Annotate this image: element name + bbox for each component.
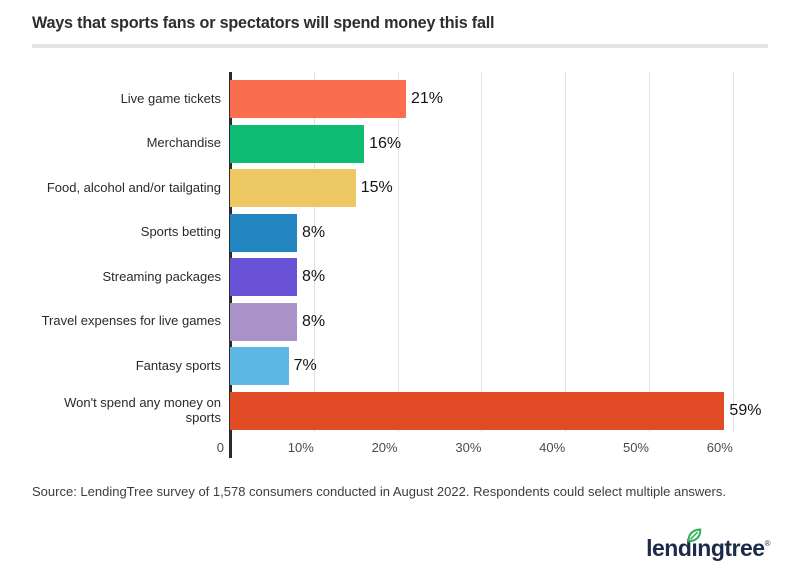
registered-trademark: ®	[764, 539, 771, 548]
x-tick-label: 50%	[622, 440, 649, 455]
plot-cell: 8%	[230, 302, 768, 341]
bar-row: Live game tickets 21%	[32, 80, 768, 118]
gridline	[565, 72, 567, 432]
bar	[230, 391, 725, 430]
bar	[230, 302, 298, 341]
bar-row: Won't spend any money on sports 59%	[32, 391, 768, 430]
x-tick-label: 0	[216, 440, 224, 455]
x-tick-label: 10%	[287, 440, 314, 455]
bar-row: Fantasy sports 7%	[32, 347, 768, 385]
x-tick-label: 40%	[539, 440, 566, 455]
value-label: 21%	[410, 90, 443, 107]
logo-text-lend: lend	[646, 535, 692, 561]
gridline	[732, 72, 734, 432]
bar	[230, 258, 298, 296]
plot-cell: 7%	[230, 347, 768, 385]
category-label: Merchandise	[146, 135, 221, 151]
value-label: 59%	[729, 401, 762, 419]
bar	[230, 124, 365, 163]
value-label: 8%	[302, 312, 326, 330]
logo-letter-i: ı	[687, 528, 702, 562]
gridline	[481, 72, 483, 432]
plot-cell: 59%	[230, 391, 768, 430]
bar	[230, 213, 298, 252]
logo-text-ngtree: ngtree	[697, 535, 765, 561]
bar	[230, 169, 356, 207]
value-label: 8%	[302, 268, 326, 285]
category-label: Live game tickets	[120, 90, 221, 106]
x-axis-ticks: 0 10% 20% 30% 40% 50% 60%	[217, 440, 768, 458]
category-label: Sports betting	[140, 224, 221, 240]
bar-row: Merchandise 16%	[32, 124, 768, 163]
category-label: Streaming packages	[102, 268, 221, 284]
value-label: 8%	[302, 223, 326, 241]
value-label: 7%	[293, 357, 317, 374]
bar-row: Travel expenses for live games 8%	[32, 302, 768, 341]
bar-rows: Live game tickets 21% Merchandise 16% Food, …	[32, 80, 768, 436]
lendingtree-logo: lendı ngtree®	[646, 528, 771, 562]
value-label: 16%	[369, 134, 402, 152]
chart-header: Ways that sports fans or spectators will…	[0, 0, 800, 33]
x-tick-label: 60%	[706, 440, 733, 455]
plot-cell: 16%	[230, 124, 768, 163]
x-tick-label: 20%	[371, 440, 398, 455]
gridline	[397, 72, 399, 432]
bar-chart: Live game tickets 21% Merchandise 16% Food, …	[32, 70, 768, 462]
x-tick-label: 30%	[455, 440, 482, 455]
category-label: Fantasy sports	[135, 357, 221, 373]
bar-row: Food, alcohol and/or tailgating 15%	[32, 169, 768, 207]
category-label: Won't spend any money on sports	[64, 395, 221, 425]
category-label: Food, alcohol and/or tailgating	[46, 179, 221, 195]
bar	[230, 80, 406, 118]
plot-cell: 15%	[230, 169, 768, 207]
value-label: 15%	[360, 179, 393, 196]
title-divider	[32, 44, 768, 48]
bar	[230, 347, 289, 385]
plot-cell: 8%	[230, 258, 768, 296]
source-note: Source: LendingTree survey of 1,578 cons…	[32, 484, 726, 499]
gridline	[649, 72, 650, 432]
chart-title: Ways that sports fans or spectators will…	[32, 13, 495, 32]
plot-cell: 8%	[230, 213, 768, 252]
bar-row: Streaming packages 8%	[32, 258, 768, 296]
category-label: Travel expenses for live games	[41, 313, 221, 329]
leaf-icon	[687, 522, 702, 549]
bar-row: Sports betting 8%	[32, 213, 768, 252]
gridline	[313, 72, 315, 432]
plot-cell: 21%	[230, 80, 768, 118]
